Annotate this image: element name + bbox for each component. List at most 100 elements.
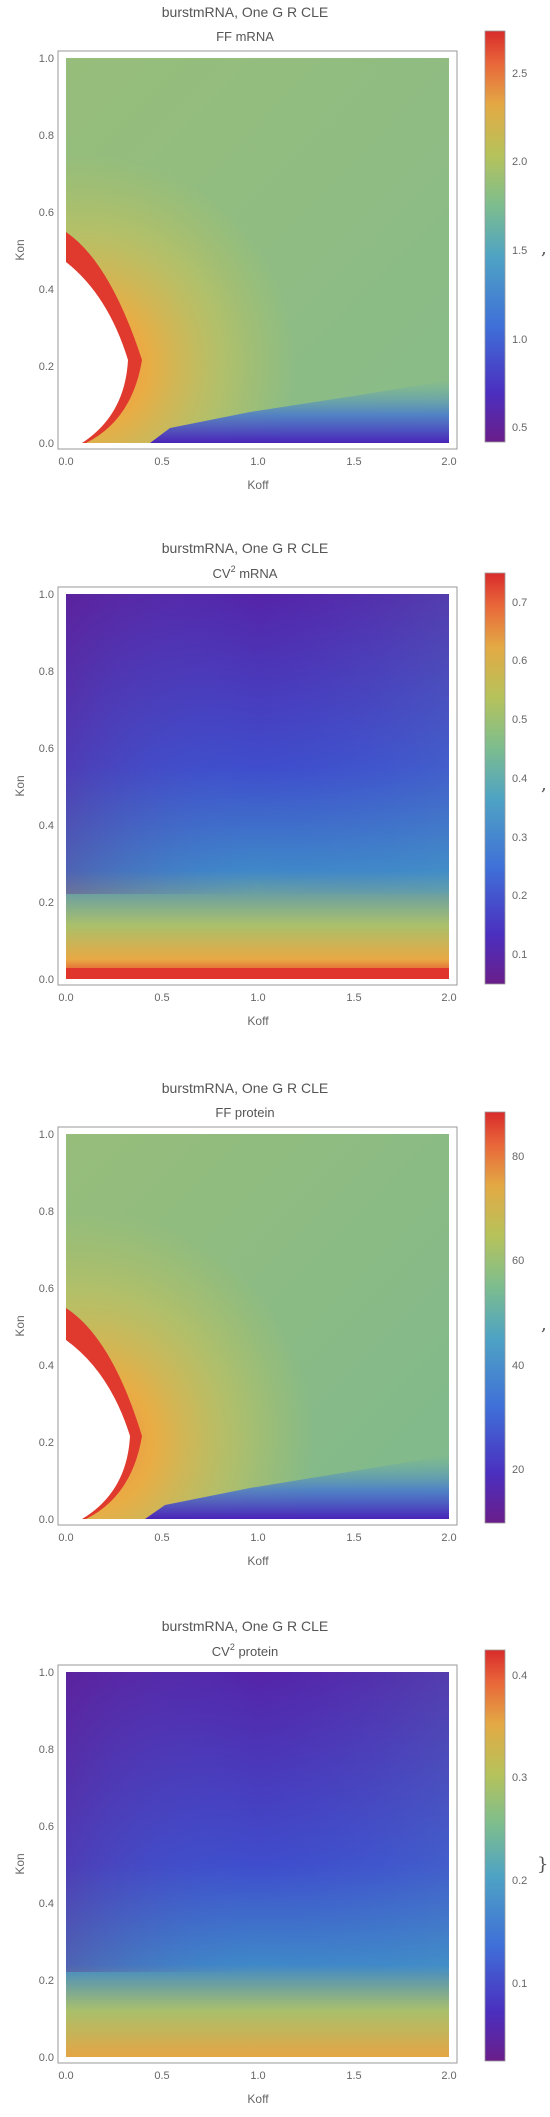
panel-3-x-ticks: 0.0 0.5 1.0 1.5 2.0 — [58, 1532, 456, 1544]
panel-1-ytick-0: 0.0 — [39, 438, 54, 450]
panel-3-ytick-5: 1.0 — [39, 1129, 54, 1141]
panel-2-x-axis-label: Koff — [247, 1014, 269, 1028]
panel-1-cbtick-0: 0.5 — [512, 422, 527, 434]
panel-2-ytick-3: 0.6 — [39, 743, 54, 755]
panel-3-xtick-3: 1.5 — [346, 1532, 361, 1544]
panel-3-xtick-0: 0.0 — [58, 1532, 73, 1544]
panel-2-ytick-4: 0.8 — [39, 666, 54, 678]
panel-4-colorbar — [484, 1649, 506, 2062]
panel-1-y-axis-label: Kon — [13, 239, 27, 260]
panel-4-separator: } — [537, 1854, 548, 1875]
panel-2-cbtick-5: 0.6 — [512, 655, 527, 667]
panel-1-cbtick-2: 1.5 — [512, 245, 527, 257]
panel-4-xtick-3: 1.5 — [346, 2070, 361, 2082]
panel-4-ytick-0: 0.0 — [39, 2052, 54, 2064]
panel-1-ytick-4: 0.8 — [39, 130, 54, 142]
panel-2-cbtick-3: 0.4 — [512, 773, 527, 785]
panel-4-cbtick-2: 0.3 — [512, 1772, 527, 1784]
panel-2-y-ticks: 0.0 0.2 0.4 0.6 0.8 1.0 — [39, 589, 54, 986]
panel-1-ytick-2: 0.4 — [39, 284, 54, 296]
panel-1-xtick-1: 0.5 — [154, 456, 169, 468]
panel-3-heat-low — [145, 1455, 449, 1519]
panel-4: burstmRNA, One G R CLE CV2 protein — [13, 1618, 548, 2106]
panel-2-xtick-1: 0.5 — [154, 992, 169, 1004]
panel-1-cbtick-3: 2.0 — [512, 156, 527, 168]
panel-2-xtick-4: 2.0 — [441, 992, 456, 1004]
panel-1-plot-area — [57, 50, 458, 450]
panel-4-y-ticks: 0.0 0.2 0.4 0.6 0.8 1.0 — [39, 1667, 54, 2064]
panel-2-xtick-2: 1.0 — [250, 992, 265, 1004]
panel-2: burstmRNA, One G R CLE CV2 mRNA — [13, 540, 547, 1028]
panel-1: burstmRNA, One G R CLE FF mRNA — [13, 4, 547, 492]
panel-4-ytick-1: 0.2 — [39, 1975, 54, 1987]
panel-3-cbtick-3: 80 — [512, 1151, 524, 1163]
panel-4-x-ticks: 0.0 0.5 1.0 1.5 2.0 — [58, 2070, 456, 2082]
panel-1-cbtick-1: 1.0 — [512, 334, 527, 346]
panel-4-ytick-5: 1.0 — [39, 1667, 54, 1679]
panel-2-ytick-5: 1.0 — [39, 589, 54, 601]
panel-2-title: burstmRNA, One G R CLE — [162, 540, 329, 556]
panel-2-colorbar-ticks: 0.1 0.2 0.3 0.4 0.5 0.6 0.7 — [512, 597, 527, 961]
panel-2-plot-area — [57, 586, 458, 986]
panel-2-cbtick-0: 0.1 — [512, 949, 527, 961]
panel-2-xtick-0: 0.0 — [58, 992, 73, 1004]
panel-3-subtitle: FF protein — [215, 1105, 274, 1120]
panel-1-xtick-3: 1.5 — [346, 456, 361, 468]
panel-3-ytick-1: 0.2 — [39, 1437, 54, 1449]
panel-3-y-ticks: 0.0 0.2 0.4 0.6 0.8 1.0 — [39, 1129, 54, 1526]
panel-3-y-axis-label: Kon — [13, 1315, 27, 1336]
panel-3-xtick-2: 1.0 — [250, 1532, 265, 1544]
panel-4-colorbar-ticks: 0.1 0.2 0.3 0.4 — [512, 1670, 527, 1990]
panel-4-x-axis-label: Koff — [247, 2092, 269, 2106]
panel-3-ytick-4: 0.8 — [39, 1206, 54, 1218]
panel-4-cbtick-0: 0.1 — [512, 1978, 527, 1990]
panel-4-title: burstmRNA, One G R CLE — [162, 1618, 329, 1634]
panel-1-xtick-2: 1.0 — [250, 456, 265, 468]
panel-2-heat-tint — [66, 594, 449, 894]
panel-1-x-axis-label: Koff — [247, 478, 269, 492]
panel-2-cbtick-2: 0.3 — [512, 832, 527, 844]
panel-3-frame — [57, 1126, 458, 1526]
panel-2-x-ticks: 0.0 0.5 1.0 1.5 2.0 — [58, 992, 456, 1004]
panel-3-colorbar — [484, 1111, 506, 1524]
panel-3-ytick-2: 0.4 — [39, 1360, 54, 1372]
panel-4-cbtick-1: 0.2 — [512, 1875, 527, 1887]
panel-3-ytick-0: 0.0 — [39, 1514, 54, 1526]
panel-1-colorbar-ticks: 0.5 1.0 1.5 2.0 2.5 — [512, 68, 527, 434]
panel-2-colorbar — [484, 572, 506, 985]
panel-4-xtick-1: 0.5 — [154, 2070, 169, 2082]
panel-1-xtick-4: 2.0 — [441, 456, 456, 468]
panel-2-y-axis-label: Kon — [13, 775, 27, 796]
panel-1-heat-low — [150, 380, 449, 443]
panel-3: burstmRNA, One G R CLE FF protein — [13, 1080, 547, 1568]
panel-2-cbtick-1: 0.2 — [512, 890, 527, 902]
panel-3-xtick-4: 2.0 — [441, 1532, 456, 1544]
panel-1-separator: , — [541, 238, 547, 259]
panel-4-y-axis-label: Kon — [13, 1853, 27, 1874]
panel-4-ytick-2: 0.4 — [39, 1898, 54, 1910]
panel-4-heat-tint — [66, 1672, 449, 1972]
panel-3-ytick-3: 0.6 — [39, 1283, 54, 1295]
panel-4-subtitle: CV2 protein — [212, 1642, 278, 1659]
panel-1-subtitle: FF mRNA — [216, 29, 274, 44]
panel-1-undefined-region — [66, 262, 128, 443]
panel-1-title: burstmRNA, One G R CLE — [162, 4, 329, 20]
panel-4-cbtick-3: 0.4 — [512, 1670, 527, 1682]
panel-1-cbtick-4: 2.5 — [512, 68, 527, 80]
panel-2-heat-red-band — [66, 968, 449, 979]
panel-2-separator: , — [541, 774, 547, 795]
panel-3-separator: , — [541, 1314, 547, 1335]
panel-2-cbtick-4: 0.5 — [512, 714, 527, 726]
panel-3-x-axis-label: Koff — [247, 1554, 269, 1568]
panel-2-frame — [57, 586, 458, 986]
panel-3-colorbar-ticks: 20 40 60 80 — [512, 1151, 524, 1476]
panel-3-undefined-region — [66, 1340, 130, 1519]
panel-2-xtick-3: 1.5 — [346, 992, 361, 1004]
panel-4-ytick-4: 0.8 — [39, 1744, 54, 1756]
panel-4-xtick-2: 1.0 — [250, 2070, 265, 2082]
panel-4-frame — [57, 1664, 458, 2064]
panel-1-frame — [57, 50, 458, 450]
panel-1-ytick-3: 0.6 — [39, 207, 54, 219]
panel-4-xtick-0: 0.0 — [58, 2070, 73, 2082]
